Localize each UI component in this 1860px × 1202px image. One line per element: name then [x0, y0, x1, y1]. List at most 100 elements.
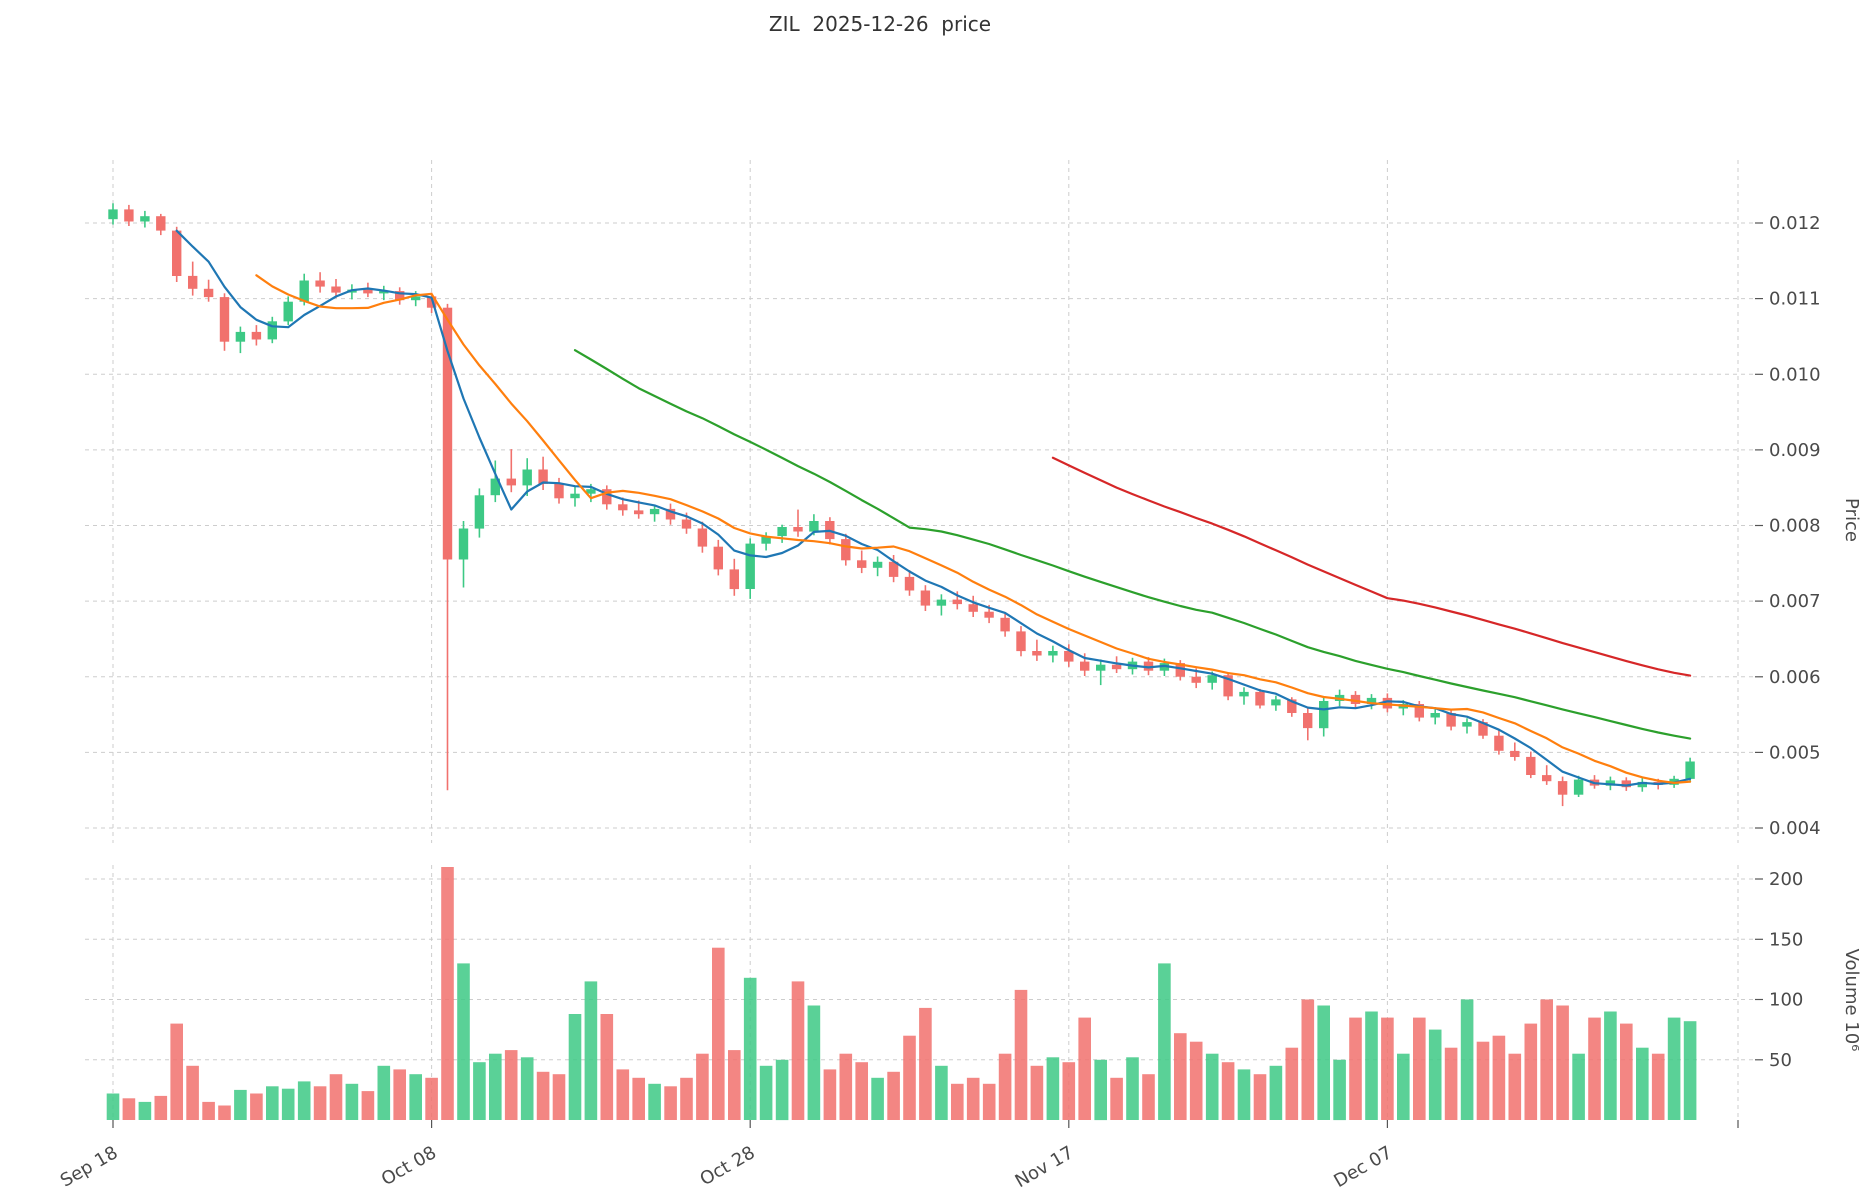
volume-bar: [536, 1071, 550, 1120]
candle-body: [1446, 713, 1456, 727]
volume-bar: [1651, 1053, 1665, 1120]
date-tick-label: Oct 28: [696, 1142, 758, 1190]
candle-body: [1685, 761, 1695, 779]
candle-body: [841, 539, 851, 561]
candle-body: [1462, 722, 1472, 727]
volume-bar: [1062, 1062, 1076, 1120]
candle-body: [1191, 676, 1201, 683]
candle-body: [538, 469, 548, 484]
candle-body: [1382, 697, 1393, 709]
price-tick-label: 0.012: [1769, 213, 1821, 234]
candle-body: [1287, 699, 1297, 713]
candle-body: [1271, 699, 1281, 706]
volume-bar: [616, 1069, 630, 1120]
candle-body: [522, 469, 532, 486]
volume-bar: [1142, 1074, 1155, 1120]
ma-5-line: [175, 229, 1692, 787]
volume-bar: [1428, 1029, 1442, 1120]
volume-bar: [1460, 999, 1474, 1120]
ma-60-line: [1051, 456, 1692, 677]
volume-bar: [297, 1081, 311, 1120]
volume-bar: [281, 1088, 295, 1120]
volume-bar: [218, 1105, 231, 1120]
volume-bar: [409, 1074, 422, 1120]
volume-bar: [1620, 1023, 1633, 1120]
candle-body: [490, 478, 500, 496]
ma-10-line: [255, 274, 1692, 785]
candle-body: [458, 528, 469, 560]
volume-bar: [1381, 1017, 1394, 1120]
candle-body: [235, 331, 246, 342]
candle-body: [1430, 713, 1440, 718]
grid-layer: [85, 160, 1755, 1120]
candle-body: [267, 321, 277, 340]
candle-body: [506, 478, 516, 486]
volume-bar: [1492, 1035, 1506, 1120]
volume-bar: [504, 1050, 518, 1120]
volume-bar: [329, 1074, 343, 1120]
candle-body: [904, 576, 915, 591]
volume-bar: [1556, 1005, 1569, 1120]
volume-bar: [1301, 999, 1315, 1120]
volume-bar: [1253, 1074, 1267, 1120]
candle-body: [188, 275, 198, 289]
candle-body: [315, 280, 325, 287]
volume-bar: [1365, 1011, 1378, 1120]
volume-bar: [1413, 1017, 1426, 1120]
volume-bar: [1094, 1059, 1107, 1121]
volume-bar: [1588, 1017, 1601, 1120]
volume-bar: [919, 1007, 932, 1120]
volume-bar: [234, 1089, 247, 1120]
candle-body: [331, 286, 341, 293]
candle-body: [1111, 664, 1122, 670]
candle-body: [936, 599, 947, 606]
volume-bar: [1524, 1023, 1538, 1120]
volume-bar: [1174, 1033, 1187, 1120]
candle-body: [634, 510, 644, 515]
volume-tick-label: 200: [1769, 869, 1803, 890]
candle-body: [172, 230, 182, 276]
volume-bar: [568, 1014, 582, 1120]
volume-bar: [154, 1095, 168, 1120]
volume-bar: [552, 1074, 566, 1120]
volume-bar: [600, 1014, 614, 1120]
candle-body: [729, 569, 739, 590]
volume-bar: [935, 1065, 948, 1120]
volume-bar: [1014, 989, 1028, 1120]
volume-bar: [361, 1091, 375, 1120]
volume-bar: [1126, 1057, 1139, 1120]
candle-body: [1366, 697, 1377, 704]
candle-body: [1414, 704, 1424, 718]
candle-body: [1032, 651, 1042, 656]
volume-tick-label: 100: [1769, 990, 1803, 1011]
candle-body: [283, 301, 293, 322]
candle-body: [809, 521, 819, 532]
candle-body: [649, 508, 660, 515]
candle-body: [1319, 701, 1329, 729]
volume-bar: [871, 1077, 884, 1120]
date-tick-label: Oct 08: [378, 1142, 440, 1190]
candle-body: [379, 291, 389, 294]
candle-body: [1096, 664, 1106, 671]
volume-bar: [648, 1083, 661, 1120]
volume-bar: [345, 1083, 359, 1120]
volume-bar: [170, 1023, 183, 1120]
candle-body: [1048, 651, 1058, 656]
volume-bar: [712, 947, 725, 1120]
price-tick-label: 0.004: [1769, 818, 1821, 839]
volume-bar: [1540, 999, 1553, 1120]
candle-body: [1143, 661, 1154, 671]
volume-bar: [1636, 1047, 1649, 1120]
volume-bar: [982, 1083, 996, 1120]
date-tick-label: Dec 07: [1330, 1142, 1395, 1192]
candle-body: [554, 483, 564, 499]
price-axis-label: Price: [1841, 498, 1860, 542]
volume-bar: [1317, 1005, 1330, 1120]
volume-bar: [632, 1077, 645, 1120]
volume-bar: [1572, 1053, 1585, 1120]
candle-body: [140, 216, 150, 222]
volume-tick-label: 50: [1769, 1050, 1792, 1071]
volume-bar: [1269, 1065, 1283, 1120]
volume-bar: [791, 981, 805, 1120]
